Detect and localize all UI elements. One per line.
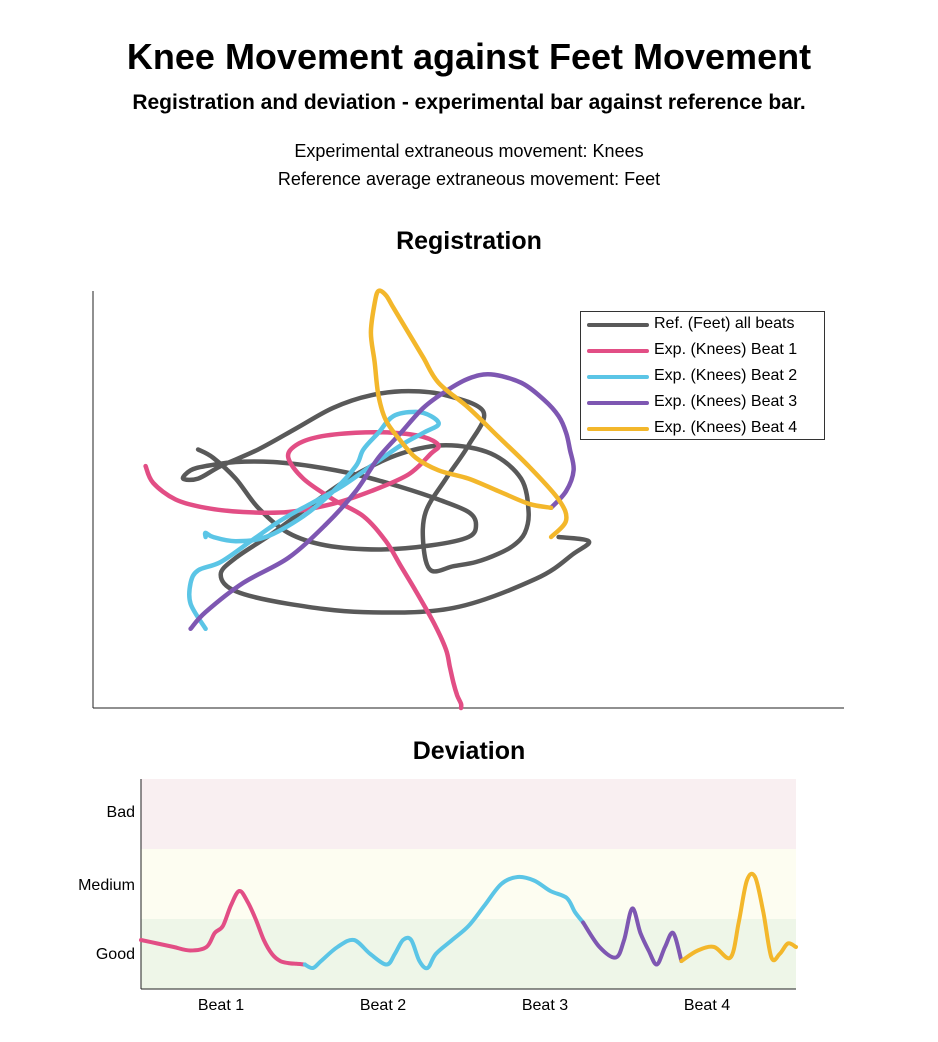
legend-label-reference: Ref. (Feet) all beats	[654, 315, 795, 332]
deviation-ytick-medium: Medium	[78, 877, 135, 894]
legend-swatch-beat-3	[587, 401, 649, 405]
legend-swatch-beat-4	[587, 427, 649, 431]
deviation-title: Deviation	[412, 737, 526, 765]
legend-label-beat-1: Exp. (Knees) Beat 1	[654, 341, 798, 358]
deviation-band-good	[141, 919, 796, 989]
deviation-band-medium	[141, 849, 796, 919]
deviation-series-beat-2	[302, 874, 586, 971]
page-subtitle: Registration and deviation - experimenta…	[132, 91, 806, 114]
deviation-xtick-beat-2: Beat 2	[359, 997, 407, 1014]
deviation-xtick-beat-1: Beat 1	[197, 997, 245, 1014]
legend-label-beat-4: Exp. (Knees) Beat 4	[654, 419, 798, 436]
registration-series-reference	[180, 388, 592, 615]
deviation-series-beat-1	[139, 889, 307, 967]
page-title: Knee Movement against Feet Movement	[126, 36, 812, 77]
legend-swatch-beat-2	[587, 375, 649, 379]
registration-title: Registration	[396, 227, 542, 255]
info-experimental: Experimental extraneous movement: Knees	[294, 141, 644, 161]
legend-label-beat-2: Exp. (Knees) Beat 2	[654, 367, 798, 384]
deviation-band-bad	[141, 779, 796, 849]
deviation-ytick-bad: Bad	[106, 804, 135, 821]
legend-label-beat-3: Exp. (Knees) Beat 3	[654, 393, 798, 410]
registration-legend: Ref. (Feet) all beats Exp. (Knees) Beat …	[580, 311, 825, 440]
deviation-xtick-beat-3: Beat 3	[521, 997, 569, 1014]
legend-swatch-beat-1	[587, 349, 649, 353]
registration-series-beat-2	[186, 409, 441, 632]
deviation-ytick-good: Good	[95, 946, 135, 963]
registration-series-beat-4	[368, 288, 569, 540]
deviation-series-beat-3	[581, 906, 684, 967]
registration-series-beat-3	[188, 372, 576, 632]
info-reference: Reference average extraneous movement: F…	[277, 169, 661, 189]
registration-series-beat-1	[143, 430, 464, 711]
legend-swatch-reference	[587, 323, 649, 327]
deviation-xtick-beat-4: Beat 4	[683, 997, 731, 1014]
deviation-series-beat-4	[679, 871, 798, 963]
